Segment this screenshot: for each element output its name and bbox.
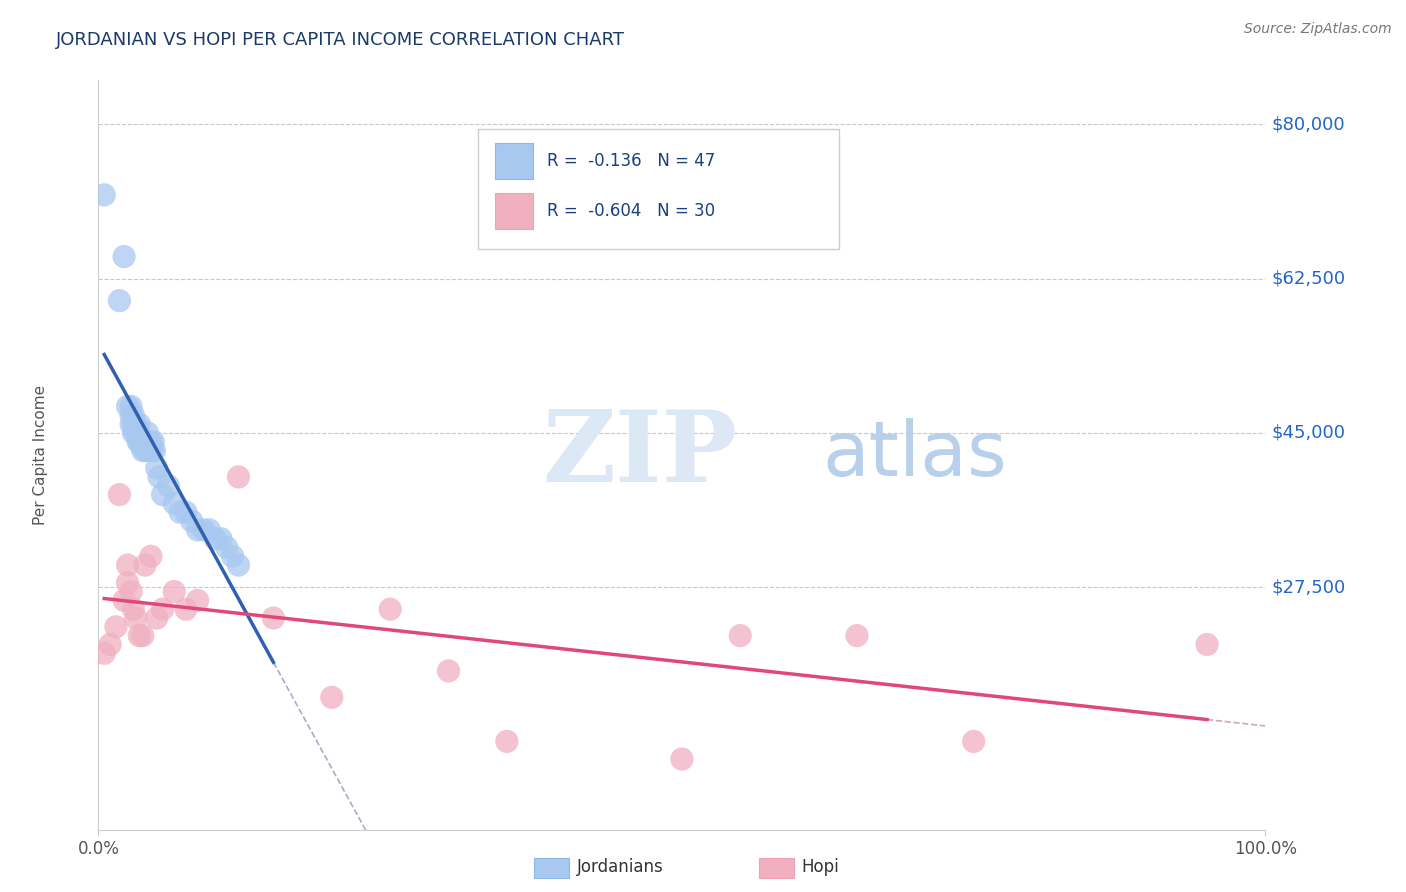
Point: [112, 250, 135, 264]
Point: [139, 549, 162, 564]
Point: [117, 558, 139, 573]
Point: [125, 425, 148, 440]
Text: R =  -0.604   N = 30: R = -0.604 N = 30: [547, 202, 714, 220]
Point: [146, 611, 169, 625]
Point: [122, 425, 145, 440]
Point: [174, 505, 197, 519]
Point: [125, 417, 148, 431]
Point: [134, 443, 156, 458]
Point: [163, 584, 186, 599]
Point: [204, 532, 226, 546]
Point: [437, 664, 460, 678]
Point: [187, 593, 209, 607]
Point: [128, 417, 150, 431]
Point: [132, 434, 155, 449]
Text: atlas: atlas: [823, 418, 1007, 491]
Text: $80,000: $80,000: [1271, 115, 1346, 134]
Point: [120, 400, 142, 414]
Point: [962, 734, 984, 748]
Point: [134, 434, 156, 449]
Point: [132, 443, 155, 458]
Point: [108, 293, 131, 308]
Point: [152, 487, 174, 501]
Point: [122, 417, 145, 431]
Text: R =  -0.136   N = 47: R = -0.136 N = 47: [547, 153, 714, 170]
Point: [496, 734, 519, 748]
Point: [671, 752, 693, 766]
Point: [139, 443, 162, 458]
Point: [193, 523, 215, 537]
Point: [730, 629, 752, 643]
Point: [93, 187, 115, 202]
Point: [122, 409, 145, 423]
Point: [1195, 637, 1218, 651]
Point: [117, 575, 139, 590]
Point: [148, 470, 170, 484]
Point: [128, 434, 150, 449]
Text: $62,500: $62,500: [1271, 269, 1346, 287]
Point: [142, 434, 165, 449]
Point: [112, 593, 135, 607]
Point: [120, 417, 142, 431]
Point: [152, 602, 174, 616]
Point: [846, 629, 869, 643]
Point: [127, 434, 149, 449]
Point: [93, 646, 115, 660]
Point: [120, 409, 142, 423]
FancyBboxPatch shape: [495, 194, 533, 229]
Point: [125, 611, 148, 625]
Point: [380, 602, 402, 616]
Text: JORDANIAN VS HOPI PER CAPITA INCOME CORRELATION CHART: JORDANIAN VS HOPI PER CAPITA INCOME CORR…: [56, 31, 626, 49]
Point: [136, 425, 159, 440]
Point: [136, 434, 159, 449]
Point: [120, 584, 142, 599]
Text: Hopi: Hopi: [801, 858, 839, 876]
Point: [215, 541, 238, 555]
Point: [187, 523, 209, 537]
Point: [209, 532, 232, 546]
Point: [163, 496, 186, 510]
Point: [221, 549, 243, 564]
Point: [132, 629, 155, 643]
Point: [174, 602, 197, 616]
Point: [108, 487, 131, 501]
Text: Source: ZipAtlas.com: Source: ZipAtlas.com: [1244, 22, 1392, 37]
Point: [104, 620, 127, 634]
Point: [146, 461, 169, 475]
Text: $45,000: $45,000: [1271, 424, 1346, 442]
Point: [129, 434, 152, 449]
Point: [228, 558, 250, 573]
Point: [180, 514, 202, 528]
Point: [128, 425, 150, 440]
Point: [117, 400, 139, 414]
Point: [321, 690, 343, 705]
Point: [228, 470, 250, 484]
Point: [143, 443, 166, 458]
Point: [262, 611, 284, 625]
Point: [141, 443, 163, 458]
Text: Jordanians: Jordanians: [576, 858, 664, 876]
Text: Per Capita Income: Per Capita Income: [32, 384, 48, 525]
Point: [198, 523, 221, 537]
Point: [98, 637, 121, 651]
Point: [131, 434, 153, 449]
Point: [134, 558, 156, 573]
Point: [122, 602, 145, 616]
Point: [139, 434, 162, 449]
Point: [125, 425, 148, 440]
Point: [157, 479, 180, 493]
FancyBboxPatch shape: [478, 129, 839, 249]
Point: [128, 629, 150, 643]
Point: [138, 443, 160, 458]
FancyBboxPatch shape: [495, 144, 533, 179]
Text: $27,500: $27,500: [1271, 578, 1346, 596]
Point: [169, 505, 191, 519]
Text: ZIP: ZIP: [541, 407, 737, 503]
